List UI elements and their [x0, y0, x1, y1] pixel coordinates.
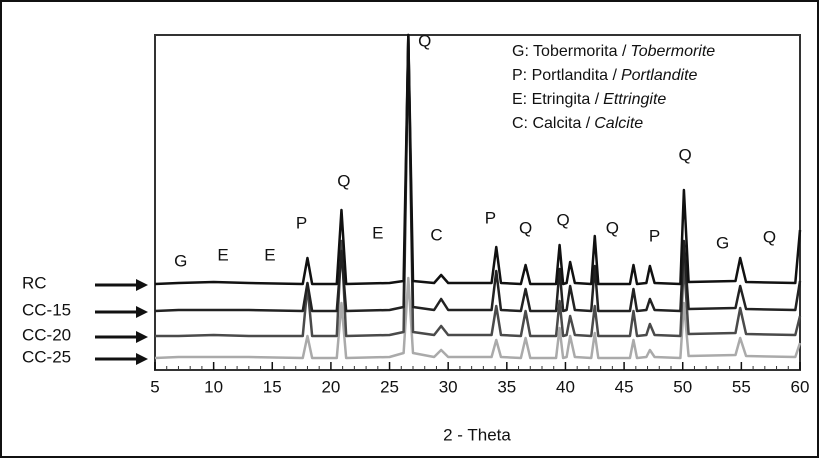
legend-entry: P: Portlandita / Portlandite [512, 67, 698, 84]
x-tick-label: 50 [673, 377, 692, 396]
peak-label: C [430, 225, 442, 244]
x-tick-label: 45 [615, 377, 634, 396]
peak-label: Q [606, 218, 619, 237]
xrd-trace [154, 33, 802, 313]
peak-label: Q [519, 218, 532, 237]
peak-label: P [296, 213, 307, 232]
x-tick-label: 15 [263, 377, 282, 396]
peak-label: P [649, 226, 660, 245]
x-tick-label: 60 [791, 377, 810, 396]
x-axis-label: 2 - Theta [443, 425, 511, 444]
series-label: CC-20 [22, 325, 71, 344]
legend-label: P: Portlandita / [512, 67, 618, 84]
xrd-trace [154, 276, 802, 360]
legend-italic: Calcite [594, 115, 643, 132]
xrd-trace [155, 33, 802, 338]
peak-label: Q [418, 31, 431, 50]
series-label: CC-25 [22, 347, 71, 366]
legend-entry: G: Tobermorita / Tobermorite [512, 43, 715, 60]
series-arrowhead [136, 331, 148, 343]
x-tick-label: 25 [380, 377, 399, 396]
x-tick-label: 35 [497, 377, 516, 396]
peak-label: Q [556, 210, 569, 229]
peak-label: E [372, 223, 383, 242]
peak-label: E [217, 245, 228, 264]
series-label: RC [22, 273, 47, 292]
x-tick-label: 20 [321, 377, 340, 396]
legend-entry: E: Etringita / Ettringite [512, 91, 666, 108]
plot-frame [154, 34, 801, 371]
series-arrowhead [136, 279, 148, 291]
x-tick-label: 30 [439, 377, 458, 396]
peak-label: Q [337, 171, 350, 190]
peak-label: E [264, 245, 275, 264]
legend-italic: Portlandite [621, 67, 698, 84]
legend-italic: Tobermorite [630, 43, 715, 60]
peak-label: G [716, 233, 729, 252]
x-tick-label: 5 [150, 377, 159, 396]
x-tick-label: 55 [732, 377, 751, 396]
peak-label: P [485, 208, 496, 227]
peak-label: Q [678, 145, 691, 164]
x-tick-label: 40 [556, 377, 575, 396]
series-label: CC-15 [22, 300, 71, 319]
series-arrowhead [136, 353, 148, 365]
series-arrowhead [136, 306, 148, 318]
peak-label: G [174, 251, 187, 270]
xrd-trace [154, 33, 802, 286]
legend-italic: Ettringite [603, 91, 666, 108]
legend-label: C: Calcita / [512, 115, 591, 132]
peak-label: Q [763, 227, 776, 246]
legend-label: E: Etringita / [512, 91, 600, 108]
legend-entry: C: Calcita / Calcite [512, 115, 643, 132]
x-tick-label: 10 [204, 377, 223, 396]
legend-label: G: Tobermorita / [512, 43, 627, 60]
